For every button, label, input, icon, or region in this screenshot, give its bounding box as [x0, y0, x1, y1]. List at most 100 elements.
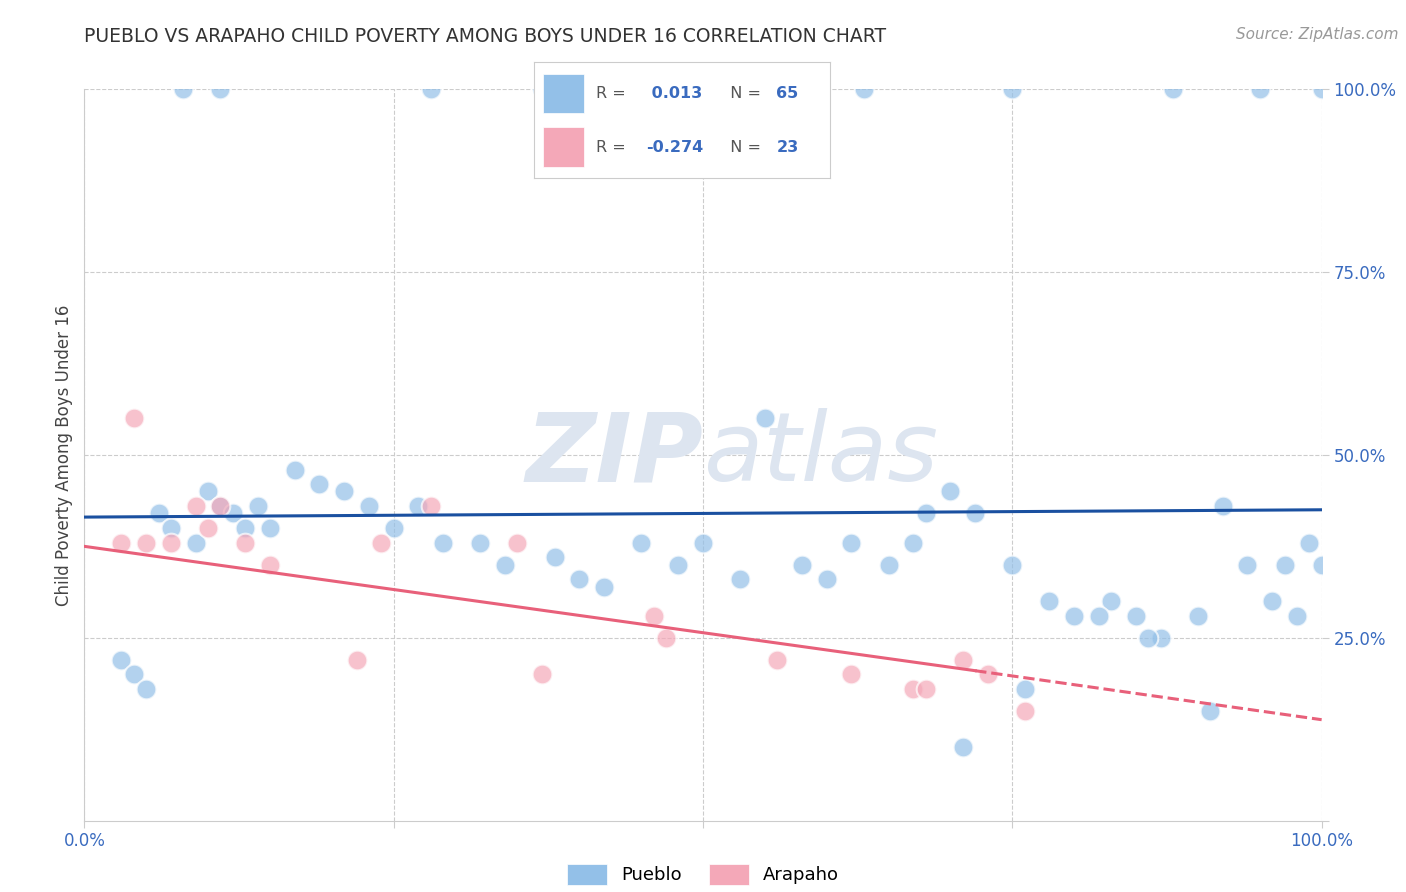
- Point: [370, 535, 392, 549]
- Point: [122, 411, 145, 425]
- Point: [841, 535, 863, 549]
- Point: [1285, 608, 1308, 623]
- Point: [1014, 681, 1036, 696]
- Point: [259, 558, 281, 572]
- Text: N =: N =: [720, 139, 766, 154]
- Text: Source: ZipAtlas.com: Source: ZipAtlas.com: [1236, 27, 1399, 42]
- Point: [903, 535, 925, 549]
- Point: [246, 499, 269, 513]
- Point: [160, 535, 183, 549]
- Point: [172, 82, 194, 96]
- Text: atlas: atlas: [703, 409, 938, 501]
- Point: [568, 572, 591, 586]
- Point: [1187, 608, 1209, 623]
- Point: [233, 521, 256, 535]
- Text: 65: 65: [776, 87, 799, 102]
- Point: [766, 653, 789, 667]
- Point: [419, 82, 441, 96]
- Point: [135, 681, 157, 696]
- Point: [1274, 558, 1296, 572]
- Point: [506, 535, 529, 549]
- Point: [1125, 608, 1147, 623]
- Point: [1001, 82, 1024, 96]
- Point: [1236, 558, 1258, 572]
- Point: [877, 558, 900, 572]
- Point: [643, 608, 665, 623]
- Point: [1014, 704, 1036, 718]
- Point: [666, 558, 689, 572]
- Point: [233, 535, 256, 549]
- Point: [160, 521, 183, 535]
- Point: [754, 411, 776, 425]
- Point: [852, 82, 875, 96]
- Point: [790, 558, 813, 572]
- Point: [197, 521, 219, 535]
- Point: [184, 499, 207, 513]
- Point: [1298, 535, 1320, 549]
- Point: [184, 535, 207, 549]
- Point: [531, 667, 554, 681]
- Point: [308, 477, 330, 491]
- Point: [357, 499, 380, 513]
- Text: ZIP: ZIP: [524, 409, 703, 501]
- Point: [148, 507, 170, 521]
- Point: [1261, 594, 1284, 608]
- Point: [470, 535, 492, 549]
- Point: [1088, 608, 1111, 623]
- Point: [209, 82, 232, 96]
- Point: [952, 653, 974, 667]
- Point: [914, 681, 936, 696]
- Point: [939, 484, 962, 499]
- Point: [593, 580, 616, 594]
- Y-axis label: Child Poverty Among Boys Under 16: Child Poverty Among Boys Under 16: [55, 304, 73, 606]
- Point: [110, 535, 132, 549]
- Point: [1310, 558, 1333, 572]
- Point: [209, 499, 232, 513]
- Point: [209, 499, 232, 513]
- Point: [903, 681, 925, 696]
- Text: N =: N =: [720, 87, 766, 102]
- Point: [692, 535, 714, 549]
- Point: [494, 558, 516, 572]
- Bar: [543, 128, 585, 167]
- Point: [197, 484, 219, 499]
- Point: [965, 507, 987, 521]
- Point: [1212, 499, 1234, 513]
- Point: [222, 507, 245, 521]
- Point: [531, 82, 554, 96]
- Point: [1310, 82, 1333, 96]
- Point: [1099, 594, 1122, 608]
- Point: [841, 667, 863, 681]
- Text: R =: R =: [596, 87, 631, 102]
- Text: -0.274: -0.274: [647, 139, 704, 154]
- Text: 0.013: 0.013: [647, 87, 703, 102]
- Point: [815, 572, 838, 586]
- Point: [1161, 82, 1184, 96]
- Point: [1199, 704, 1222, 718]
- Point: [1063, 608, 1085, 623]
- Point: [952, 740, 974, 755]
- Text: R =: R =: [596, 139, 631, 154]
- Point: [110, 653, 132, 667]
- Legend: Pueblo, Arapaho: Pueblo, Arapaho: [560, 857, 846, 892]
- Point: [432, 535, 454, 549]
- Point: [284, 462, 307, 476]
- Point: [976, 667, 998, 681]
- Point: [122, 667, 145, 681]
- Point: [655, 631, 678, 645]
- Point: [259, 521, 281, 535]
- Point: [728, 572, 751, 586]
- Text: PUEBLO VS ARAPAHO CHILD POVERTY AMONG BOYS UNDER 16 CORRELATION CHART: PUEBLO VS ARAPAHO CHILD POVERTY AMONG BO…: [84, 27, 887, 45]
- Point: [1038, 594, 1060, 608]
- Point: [382, 521, 405, 535]
- Point: [543, 550, 565, 565]
- Point: [333, 484, 356, 499]
- Point: [1249, 82, 1271, 96]
- Point: [630, 535, 652, 549]
- Point: [914, 507, 936, 521]
- Bar: [543, 74, 585, 113]
- Point: [1137, 631, 1160, 645]
- Point: [135, 535, 157, 549]
- Point: [1001, 558, 1024, 572]
- Point: [408, 499, 430, 513]
